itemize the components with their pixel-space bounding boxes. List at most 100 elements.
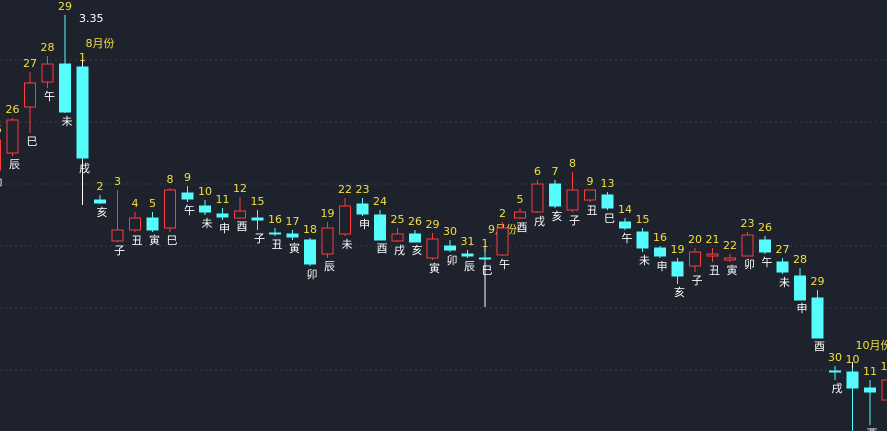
day-label: 8 — [167, 173, 174, 186]
candle-body — [146, 217, 159, 231]
branch-label: 丑 — [132, 234, 143, 247]
candle-body — [251, 217, 264, 221]
month-label: 8月份 — [86, 37, 115, 50]
branch-label: 申 — [797, 302, 808, 315]
branch-label: 酉 — [377, 242, 388, 255]
candle-body — [461, 253, 474, 257]
branch-label: 申 — [359, 218, 370, 231]
branch-label: 寅 — [429, 261, 440, 275]
day-label: 15 — [251, 195, 265, 208]
candle-body — [741, 234, 754, 257]
day-label: 5 — [149, 197, 156, 210]
candle-body — [479, 257, 491, 260]
day-label: 23 — [356, 183, 370, 196]
candle-body — [776, 261, 789, 273]
candle-body — [811, 297, 824, 339]
day-label: 31 — [461, 235, 475, 248]
candle-body — [426, 238, 439, 259]
candle-body — [759, 239, 771, 253]
candle-body — [24, 82, 36, 108]
branch-label: 亥 — [97, 205, 108, 219]
candle-body — [374, 214, 386, 241]
day-label: 11 — [216, 193, 230, 206]
day-label: 28 — [41, 41, 55, 54]
branch-label: 午 — [44, 90, 55, 103]
candle-body — [531, 183, 544, 213]
candle-body — [76, 66, 89, 159]
branch-label: 未 — [202, 217, 213, 230]
day-label: 24 — [373, 195, 387, 208]
day-label: 19 — [671, 243, 685, 256]
branch-label: 巳 — [27, 135, 38, 148]
day-label: 29 — [811, 275, 825, 288]
branch-label: 巳 — [482, 264, 493, 277]
branch-label: 子 — [254, 232, 265, 245]
candle-body — [881, 379, 887, 401]
candle-body — [111, 229, 124, 242]
branch-label: 辰 — [9, 158, 20, 171]
branch-label: 辰 — [464, 260, 475, 273]
day-label: 14 — [618, 203, 632, 216]
branch-label: 丑 — [709, 264, 720, 277]
branch-label: 丑 — [272, 238, 283, 251]
candle-body — [846, 371, 859, 389]
day-label: 25 — [391, 213, 405, 226]
candle-body — [829, 370, 841, 373]
branch-label: 酉 — [814, 340, 825, 353]
candle-body — [391, 233, 404, 242]
candle-body — [129, 217, 141, 231]
day-label: 26 — [6, 103, 20, 116]
day-label: 16 — [653, 231, 667, 244]
day-label: 3 — [114, 175, 121, 188]
day-label: 5 — [517, 193, 524, 206]
day-label: 26 — [408, 215, 422, 228]
candle-body — [269, 232, 281, 235]
candle-body — [864, 387, 876, 393]
day-label: 26 — [758, 221, 772, 234]
candle-body — [671, 261, 684, 277]
day-label: 22 — [723, 239, 737, 252]
branch-label: 午 — [762, 256, 773, 269]
branch-label: 卯 — [0, 177, 3, 190]
day-label: 1 — [482, 237, 489, 250]
day-label: 20 — [688, 233, 702, 246]
branch-label: 戌 — [832, 382, 843, 395]
branch-label: 卯 — [307, 268, 318, 281]
day-label: 4 — [132, 197, 139, 210]
day-label: 19 — [321, 207, 335, 220]
branch-label: 申 — [219, 222, 230, 235]
branch-label: 戌 — [534, 215, 545, 228]
branch-label: 寅 — [149, 233, 160, 247]
branch-label: 寅 — [727, 263, 738, 277]
day-label: 30 — [828, 351, 842, 364]
candle-body — [321, 227, 334, 255]
branch-label: 酉 — [237, 220, 248, 233]
day-label: 9 — [587, 175, 594, 188]
high-label: 3.35 — [79, 12, 104, 25]
branch-label: 丑 — [587, 204, 598, 217]
candle-body — [6, 119, 19, 154]
day-label: 16 — [268, 213, 282, 226]
branch-label: 巳 — [604, 212, 615, 225]
candle-body — [94, 199, 106, 204]
candle-body — [59, 63, 71, 113]
day-label: 28 — [793, 253, 807, 266]
branch-label: 子 — [692, 274, 703, 287]
day-label: 25 — [0, 123, 2, 136]
candle-body — [234, 210, 246, 219]
branch-label: 亥 — [552, 209, 563, 223]
candle-body — [0, 139, 1, 171]
day-label: 7 — [552, 165, 559, 178]
day-label: 22 — [338, 183, 352, 196]
candle-body — [514, 211, 526, 219]
branch-label: 未 — [779, 276, 790, 289]
candle-body — [409, 233, 421, 243]
branch-label: 巳 — [167, 234, 178, 247]
day-label: 10 — [198, 185, 212, 198]
day-label: 30 — [443, 225, 457, 238]
branch-label: 寅 — [289, 241, 300, 255]
candle-body — [601, 194, 614, 209]
branch-label: 未 — [342, 238, 353, 251]
